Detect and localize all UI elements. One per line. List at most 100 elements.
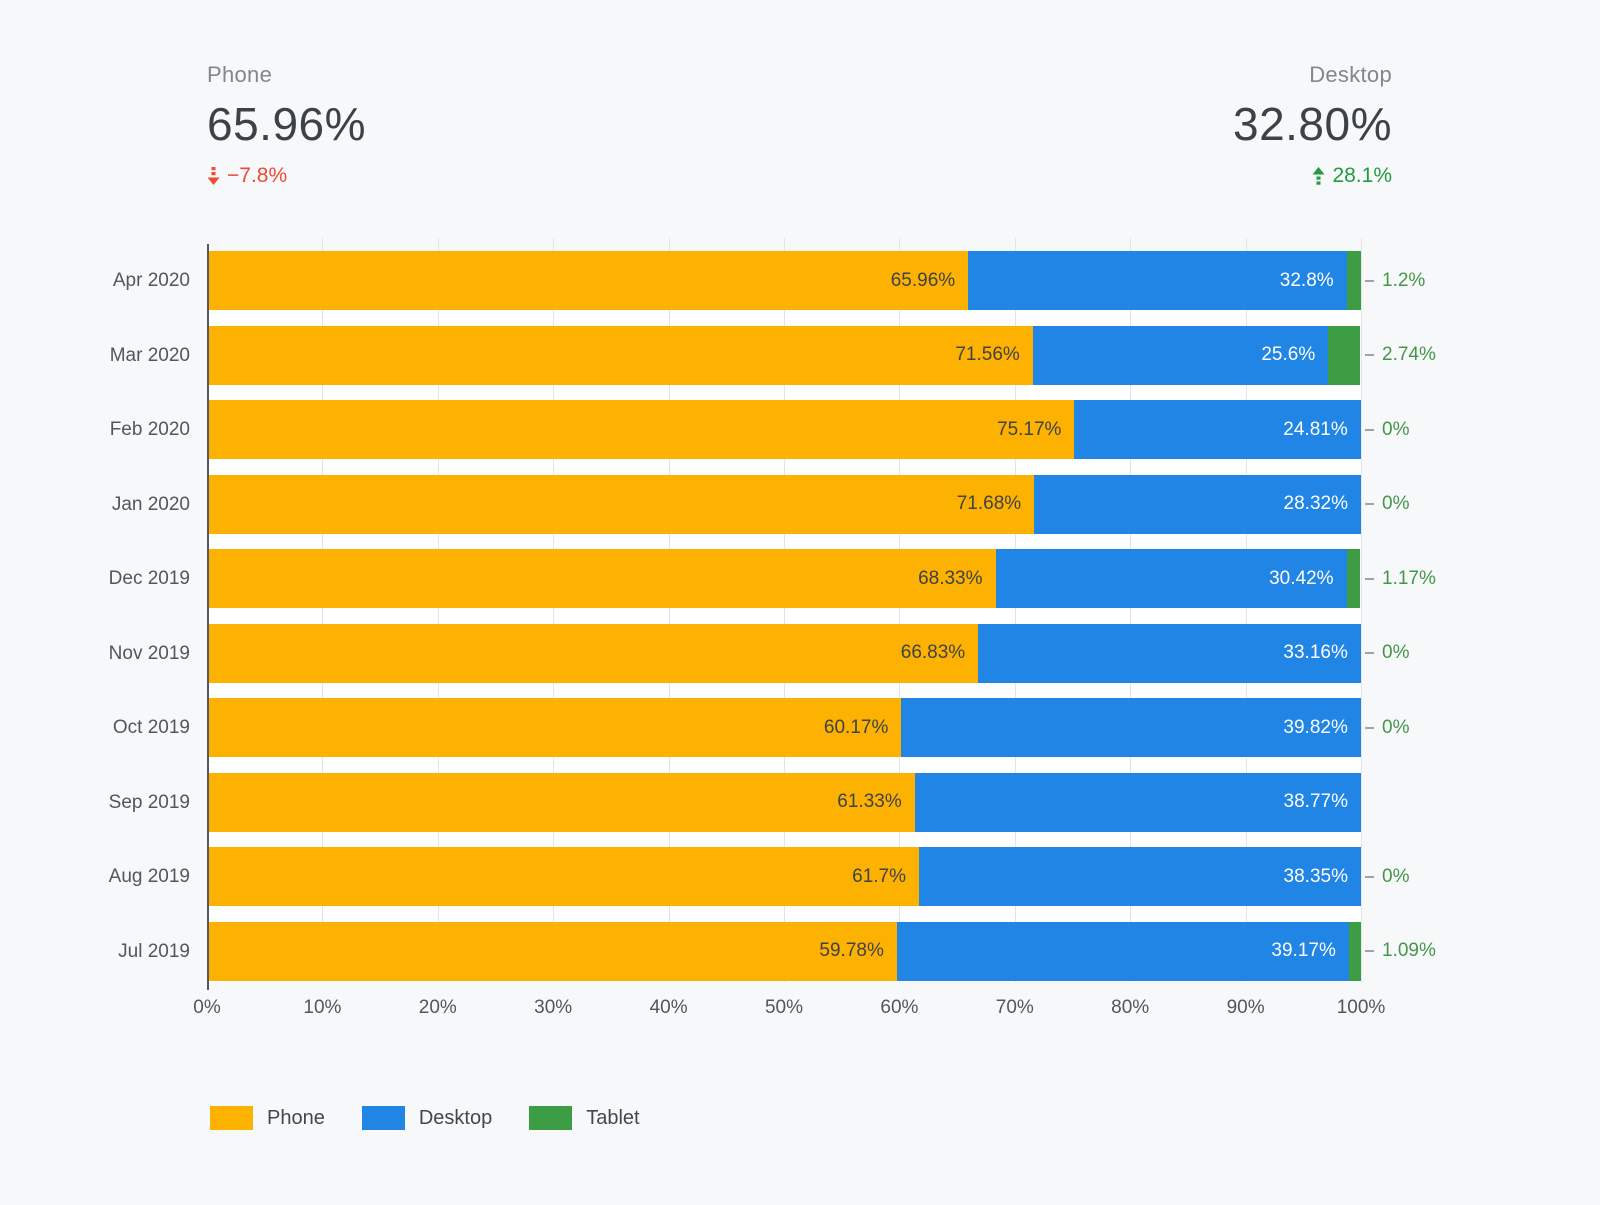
scorecard-phone-delta-text: −7.8% — [227, 164, 288, 187]
x-tick-label: 80% — [1111, 997, 1150, 1018]
scorecard-desktop-delta-text: 28.1% — [1332, 164, 1392, 187]
bar-segment-desktop[interactable]: 30.42% — [995, 549, 1347, 608]
bar-value-label-phone: 71.68% — [956, 493, 1022, 514]
bar-row: 60.17% 39.82% — [207, 698, 1361, 757]
bar-segment-desktop[interactable]: 24.81% — [1074, 400, 1361, 459]
bar-row: 61.7% 38.35% — [207, 847, 1361, 906]
scorecard-phone-label: Phone — [207, 62, 273, 87]
x-tick-label: 100% — [1336, 997, 1386, 1018]
annotation-dash — [1365, 726, 1374, 729]
bar-value-label-phone: 66.83% — [900, 642, 966, 663]
tablet-value-label: 2.74% — [1382, 344, 1436, 365]
bar-value-label-desktop: 33.16% — [1283, 642, 1348, 663]
bar-value-label-desktop: 38.35% — [1283, 865, 1348, 887]
annotation-dash — [1365, 875, 1374, 878]
bar-value-label-phone: 68.33% — [918, 567, 983, 589]
bar-segment-desktop[interactable]: 38.77% — [914, 772, 1361, 832]
bar-segment-tablet[interactable] — [1348, 921, 1361, 981]
bar-row: 71.68% 28.32% — [207, 474, 1361, 534]
bar-value-label-phone: 65.96% — [890, 269, 956, 291]
bar-segment-desktop[interactable]: 28.32% — [1034, 474, 1361, 534]
category-label: Jul 2019 — [118, 940, 190, 962]
tablet-annotation: 1.2% — [1365, 251, 1425, 310]
bar-value-label-phone: 71.56% — [955, 344, 1020, 365]
bar-value-label-phone: 61.33% — [837, 791, 902, 812]
bar-segment-phone[interactable]: 68.33% — [207, 549, 996, 608]
tablet-value-label: 0% — [1382, 493, 1410, 514]
bar-segment-phone[interactable]: 61.33% — [207, 772, 915, 832]
gridline — [1245, 238, 1247, 982]
bar-segment-tablet[interactable] — [1328, 325, 1360, 385]
tablet-value-label: 1.2% — [1382, 269, 1426, 291]
scorecard-desktop-value: 32.80% — [1232, 98, 1392, 150]
tablet-annotation: 0% — [1365, 400, 1409, 459]
category-label: Dec 2019 — [108, 568, 190, 589]
x-tick-label: 40% — [649, 997, 688, 1018]
legend-item-tablet[interactable]: Tablet — [529, 1106, 640, 1130]
bar-segment-phone[interactable]: 71.56% — [207, 325, 1033, 385]
bar-segment-phone[interactable]: 65.96% — [207, 251, 969, 310]
bar-row: 75.17% 24.81% — [207, 400, 1361, 459]
bar-row: 65.96% 32.8% — [207, 251, 1361, 310]
bar-segment-desktop[interactable]: 33.16% — [978, 623, 1361, 683]
legend-label: Tablet — [586, 1106, 640, 1129]
legend-item-desktop[interactable]: Desktop — [361, 1106, 493, 1130]
tablet-value-label: 0% — [1382, 716, 1410, 738]
gridline — [668, 238, 670, 982]
bar-segment-desktop[interactable]: 38.35% — [919, 847, 1361, 906]
tablet-annotation: 2.74% — [1365, 326, 1436, 385]
legend-item-phone[interactable]: Phone — [210, 1106, 325, 1130]
bar-segment-phone[interactable]: 75.17% — [207, 400, 1075, 459]
legend-swatch-tablet — [529, 1106, 573, 1130]
x-tick-label: 50% — [764, 997, 804, 1018]
x-tick-label: 90% — [1226, 997, 1265, 1018]
bar-row: 61.33% 38.77% — [207, 772, 1361, 832]
bar-segment-desktop[interactable]: 32.8% — [968, 251, 1347, 310]
tablet-annotation: 0% — [1365, 698, 1409, 757]
bar-segment-phone[interactable]: 59.78% — [207, 921, 897, 981]
x-tick-label: 0% — [193, 997, 221, 1018]
bar-value-label-desktop: 25.6% — [1261, 344, 1316, 365]
bar-segment-tablet[interactable] — [1346, 549, 1361, 608]
bar-value-label-desktop: 28.32% — [1283, 493, 1348, 514]
y-axis-line — [207, 244, 209, 990]
category-label: Feb 2020 — [109, 419, 190, 440]
gridline — [899, 238, 901, 982]
bar-segment-phone[interactable]: 61.7% — [207, 847, 920, 906]
gridline — [553, 238, 555, 982]
legend-label: Phone — [267, 1106, 325, 1129]
bar-value-label-phone: 75.17% — [997, 418, 1062, 440]
annotation-dash — [1365, 428, 1374, 431]
bar-segment-tablet[interactable] — [1346, 251, 1361, 310]
scorecard-desktop-delta: 28.1% — [1233, 164, 1392, 188]
bar-segment-phone[interactable]: 71.68% — [207, 474, 1035, 534]
gridline — [1361, 238, 1362, 982]
up-arrow-icon — [1312, 166, 1325, 186]
x-tick-label: 30% — [534, 997, 573, 1018]
category-label: Oct 2019 — [112, 717, 190, 738]
bar-segment-phone[interactable]: 66.83% — [207, 623, 979, 683]
x-tick-label: 20% — [418, 997, 457, 1018]
tablet-value-label: 0% — [1382, 418, 1410, 440]
bar-value-label-desktop: 30.42% — [1269, 567, 1334, 589]
tablet-value-label: 0% — [1382, 865, 1410, 887]
bar-segment-phone[interactable]: 60.17% — [207, 698, 902, 757]
bar-row: 71.56% 25.6% — [207, 325, 1360, 385]
scorecard-phone-value: 65.96% — [207, 98, 367, 150]
annotation-dash — [1365, 503, 1374, 505]
scorecard-desktop: Desktop 32.80% 28.1% — [1233, 62, 1392, 188]
legend-label: Desktop — [418, 1106, 493, 1129]
bar-segment-desktop[interactable]: 39.82% — [901, 698, 1361, 757]
annotation-dash — [1365, 652, 1374, 654]
category-label: Jan 2020 — [111, 493, 190, 515]
bar-value-label-desktop: 38.77% — [1283, 791, 1348, 812]
category-label: Apr 2020 — [112, 270, 190, 291]
category-label: Mar 2020 — [109, 344, 190, 366]
scorecard-phone-delta: −7.8% — [207, 164, 366, 188]
bar-value-label-phone: 61.7% — [852, 865, 907, 887]
scorecard-desktop-label: Desktop — [1309, 62, 1392, 87]
tablet-annotation: 0% — [1365, 624, 1409, 683]
bar-segment-desktop[interactable]: 39.17% — [896, 921, 1349, 981]
bar-segment-desktop[interactable]: 25.6% — [1032, 325, 1329, 385]
